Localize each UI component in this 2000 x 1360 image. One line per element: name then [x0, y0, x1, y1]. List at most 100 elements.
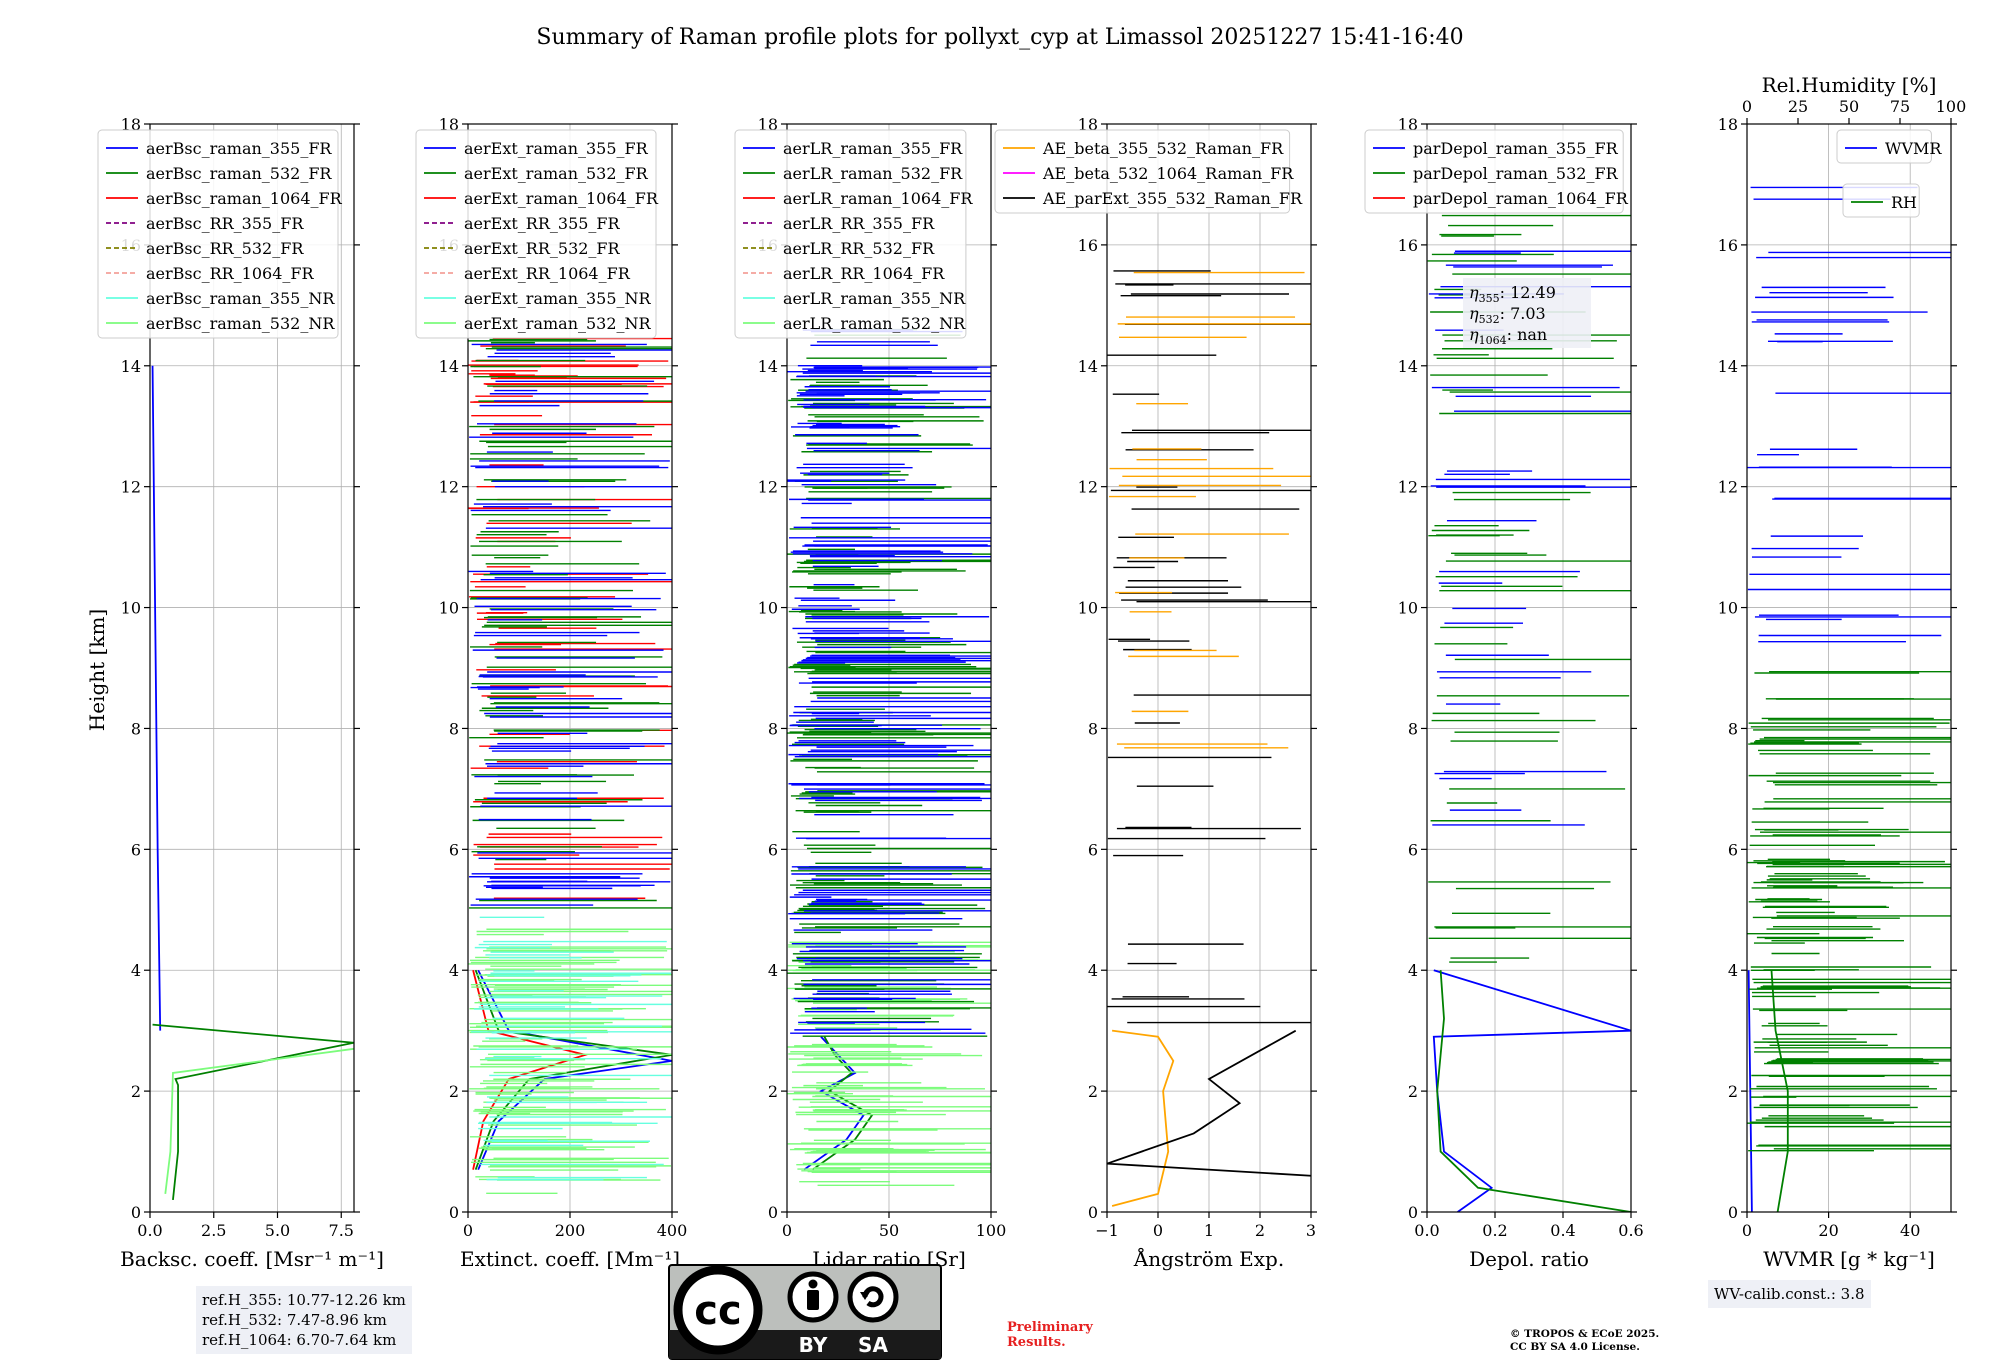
preliminary-note: Preliminary Results. [1007, 1320, 1093, 1350]
sa-icon [847, 1271, 899, 1323]
y-tick-label: 6 [768, 840, 778, 859]
cc-by-sa-badge: cc BY SA [668, 1264, 942, 1360]
legend-entry: aerBsc_raman_355_NR [146, 289, 335, 308]
y-tick-label: 12 [758, 478, 778, 497]
y-axis-label: Height [km] [85, 609, 109, 731]
cc-icon [673, 1265, 763, 1355]
legend-entry: aerBsc_RR_355_FR [146, 214, 304, 233]
ref-height-355: ref.H_355: 10.77-12.26 km [202, 1291, 406, 1309]
legend-entry: aerBsc_RR_532_FR [146, 239, 304, 258]
panel-extinction: 0246810121416180200400Extinct. coeff. [M… [415, 115, 687, 1271]
series-aerLR_raman_532_FR [811, 1036, 874, 1171]
eta-532: η532: 7.03 [1469, 304, 1546, 326]
top-axis-label: Rel.Humidity [%] [1762, 73, 1937, 97]
legend-entry: aerExt_raman_1064_FR [464, 189, 659, 208]
y-tick-label: 10 [758, 599, 778, 618]
plot-area-extinction [468, 124, 672, 1212]
y-tick-label: 18 [439, 115, 459, 134]
legend-entry: aerExt_RR_1064_FR [464, 264, 631, 283]
y-tick-label: 12 [439, 478, 459, 497]
legend-entry: RH [1891, 193, 1917, 212]
by-label: BY [799, 1333, 828, 1357]
y-tick-label: 6 [1088, 840, 1098, 859]
plot-area-backscatter [150, 124, 354, 1212]
legend-frame [1364, 129, 1624, 214]
y-tick-label: 2 [449, 1082, 459, 1101]
top-tick-label: 25 [1788, 97, 1808, 116]
y-tick-label: 8 [449, 719, 459, 738]
x-axis-label: Extinct. coeff. [Mm⁻¹] [460, 1247, 680, 1271]
y-tick-label: 4 [131, 961, 141, 980]
x-tick-label: 3 [1306, 1221, 1316, 1240]
x-tick-label: 200 [555, 1221, 586, 1240]
reference-heights-box: ref.H_355: 10.77-12.26 km ref.H_532: 7.4… [196, 1286, 412, 1354]
top-tick-label: 0 [1742, 97, 1752, 116]
legend-entry: aerLR_raman_355_NR [783, 289, 966, 308]
legend-entry: WVMR [1885, 139, 1942, 158]
y-tick-label: 10 [1398, 599, 1418, 618]
legend: parDepol_raman_355_FR parDepol_raman_532_… [1364, 129, 1629, 214]
legend-entry: aerLR_RR_355_FR [783, 214, 935, 233]
legend: aerLR_raman_355_FR aerLR_raman_532_FR aerL… [734, 129, 973, 339]
x-tick-label: 0 [1742, 1221, 1752, 1240]
y-tick-label: 12 [121, 478, 141, 497]
x-tick-label: −1 [1095, 1221, 1119, 1240]
y-tick-label: 10 [1718, 599, 1738, 618]
copyright-line-1: © TROPOS & ECoE 2025. [1510, 1328, 1660, 1340]
series-aerBsc_raman_355_FR [151, 365, 162, 1031]
legend-entry: AE_parExt_355_532_Raman_FR [1042, 189, 1303, 208]
x-tick-label: 0 [1153, 1221, 1163, 1240]
y-tick-label: 4 [1408, 961, 1418, 980]
axes-frame [149, 123, 355, 1213]
legend-entry: AE_beta_355_532_Raman_FR [1042, 139, 1284, 158]
eta-frame [1463, 278, 1591, 348]
legend-entry: aerExt_RR_532_FR [464, 239, 621, 258]
series-parDepol_raman_532_FR [1436, 970, 1631, 1212]
y-tick-label: 18 [1718, 115, 1738, 134]
legend: AE_beta_355_532_Raman_FR AE_beta_532_1064… [994, 129, 1303, 214]
copyright-line-2: CC BY SA 4.0 License. [1510, 1341, 1640, 1353]
legend-entry: aerBsc_RR_1064_FR [146, 264, 315, 283]
y-tick-label: 6 [449, 840, 459, 859]
x-tick-label: 0.4 [1550, 1221, 1575, 1240]
y-tick-label: 0 [449, 1203, 459, 1222]
legend-frame [97, 129, 339, 339]
legend-entry: AE_beta_532_1064_Raman_FR [1042, 164, 1294, 183]
y-tick-label: 14 [1718, 357, 1738, 376]
y-tick-label: 6 [1728, 840, 1738, 859]
legend-entry: aerLR_raman_355_FR [783, 139, 963, 158]
y-tick-label: 8 [768, 719, 778, 738]
x-tick-label: 0.2 [1482, 1221, 1507, 1240]
legend-entry: aerBsc_raman_532_FR [146, 164, 332, 183]
x-tick-label: 7.5 [329, 1221, 354, 1240]
svg-text:cc: cc [694, 1288, 741, 1334]
legend-frame [1842, 183, 1920, 218]
y-tick-label: 16 [1398, 236, 1418, 255]
legend-entry: aerBsc_raman_355_FR [146, 139, 332, 158]
series-WVMR [1747, 970, 1753, 1212]
series-aerBsc_raman_532_NR [164, 1047, 354, 1194]
series-AE_parExt_355_532_Raman_FR [1107, 1029, 1311, 1177]
x-tick-label: 2 [1255, 1221, 1265, 1240]
legend-wvmr: WVMR [1836, 129, 1942, 164]
y-tick-label: 8 [1088, 719, 1098, 738]
x-axis-label: Ångström Exp. [1133, 1246, 1284, 1271]
y-tick-label: 10 [121, 599, 141, 618]
legend-entry: aerBsc_raman_532_NR [146, 314, 335, 333]
y-tick-label: 14 [758, 357, 778, 376]
legend-entry: aerExt_raman_532_NR [464, 314, 652, 333]
plot-area-depol [1427, 124, 1631, 1212]
y-tick-label: 0 [1088, 1203, 1098, 1222]
y-tick-label: 12 [1398, 478, 1418, 497]
y-tick-label: 4 [449, 961, 459, 980]
y-tick-label: 14 [121, 357, 141, 376]
x-tick-label: 2.5 [201, 1221, 226, 1240]
y-tick-label: 16 [1078, 236, 1098, 255]
ref-height-1064: ref.H_1064: 6.70-7.64 km [202, 1331, 397, 1349]
x-axis-label: Backsc. coeff. [Msr⁻¹ m⁻¹] [120, 1247, 384, 1271]
y-tick-label: 6 [131, 840, 141, 859]
figure-title: Summary of Raman profile plots for polly… [536, 25, 1463, 50]
